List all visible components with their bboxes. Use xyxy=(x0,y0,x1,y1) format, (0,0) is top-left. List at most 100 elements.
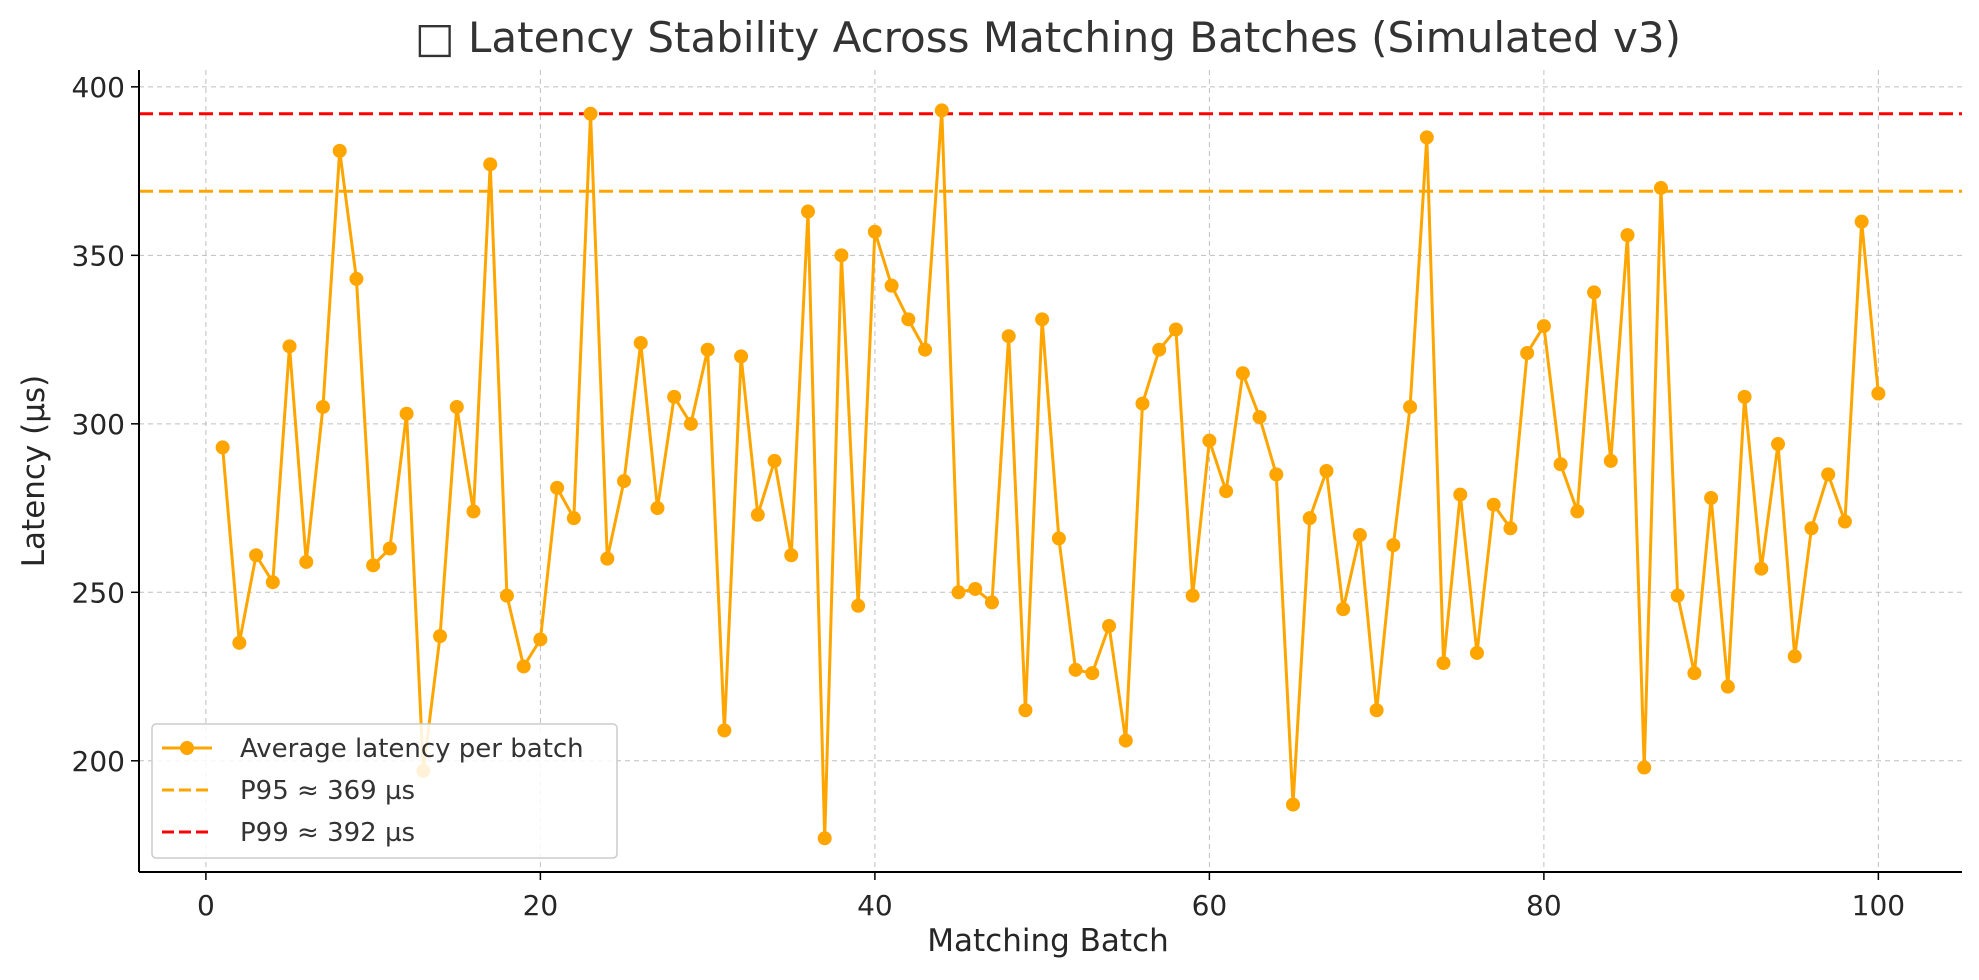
data-point xyxy=(1202,433,1217,448)
data-point xyxy=(633,335,648,350)
data-point xyxy=(700,342,715,357)
data-point xyxy=(1369,703,1384,718)
data-point xyxy=(1837,514,1852,529)
data-point xyxy=(951,585,966,600)
data-point xyxy=(249,548,264,563)
data-point xyxy=(1587,285,1602,300)
data-point xyxy=(984,595,999,610)
data-point xyxy=(566,511,581,526)
data-point xyxy=(1620,228,1635,243)
data-point xyxy=(1001,329,1016,344)
data-point xyxy=(382,541,397,556)
data-point xyxy=(767,453,782,468)
data-point xyxy=(1570,504,1585,519)
data-point xyxy=(1102,619,1117,634)
data-point xyxy=(1436,656,1451,671)
data-point xyxy=(1754,561,1769,576)
data-point xyxy=(466,504,481,519)
axes-layer xyxy=(138,70,1962,873)
chart-title: □ Latency Stability Across Matching Batc… xyxy=(415,13,1681,62)
x-tick-label: 0 xyxy=(197,889,215,922)
data-point xyxy=(918,342,933,357)
data-point xyxy=(332,143,347,158)
x-tick-label: 40 xyxy=(857,889,893,922)
data-point xyxy=(1319,464,1334,478)
data-point xyxy=(851,598,866,613)
data-point xyxy=(1118,733,1133,748)
data-point xyxy=(1286,797,1301,812)
data-point xyxy=(1653,180,1668,195)
data-point xyxy=(215,440,230,455)
data-point xyxy=(734,349,749,364)
data-point xyxy=(1035,312,1050,327)
data-point xyxy=(1018,703,1033,718)
data-point xyxy=(550,480,565,495)
data-point xyxy=(1871,386,1886,401)
x-tick-label: 60 xyxy=(1192,889,1228,922)
data-point xyxy=(650,501,665,516)
data-point xyxy=(750,507,765,522)
data-point xyxy=(366,558,381,573)
data-point xyxy=(617,474,632,489)
data-point xyxy=(1553,457,1568,472)
data-point xyxy=(399,406,414,421)
data-point xyxy=(901,312,916,327)
data-point xyxy=(1637,760,1652,775)
data-point xyxy=(1469,645,1484,660)
legend-marker xyxy=(180,741,194,755)
legend: Average latency per batch P95 ≈ 369 µs P99… xyxy=(151,723,618,859)
data-point xyxy=(433,629,448,644)
y-tick-label: 200 xyxy=(72,745,125,778)
data-point xyxy=(1051,531,1066,546)
legend-entry-label: P99 ≈ 392 µs xyxy=(240,818,415,848)
data-point xyxy=(884,278,899,293)
data-point xyxy=(483,157,498,172)
series-line xyxy=(221,108,1880,840)
data-point xyxy=(1403,399,1418,414)
data-point xyxy=(1503,521,1518,536)
data-point xyxy=(1804,521,1819,536)
data-point xyxy=(1603,453,1618,468)
data-point xyxy=(349,271,364,286)
legend-entry-label: P95 ≈ 369 µs xyxy=(240,776,415,806)
data-point xyxy=(265,575,280,590)
data-point xyxy=(867,224,882,239)
data-point xyxy=(968,581,983,596)
data-point xyxy=(232,635,247,650)
data-point xyxy=(1302,511,1317,526)
x-tick-label: 20 xyxy=(523,889,559,922)
data-point xyxy=(1085,666,1100,681)
data-point xyxy=(583,106,598,121)
x-axis-label: Matching Batch xyxy=(927,923,1169,959)
data-point xyxy=(1687,666,1702,681)
data-point xyxy=(299,554,314,569)
data-point xyxy=(315,399,330,414)
data-point xyxy=(499,588,514,603)
data-point xyxy=(1536,319,1551,334)
data-point xyxy=(1252,410,1267,425)
series-layer xyxy=(215,103,1886,846)
data-point xyxy=(1152,342,1167,357)
data-point xyxy=(1453,487,1468,502)
data-point xyxy=(600,551,615,566)
data-point xyxy=(1821,467,1836,482)
x-tick-label: 80 xyxy=(1526,889,1562,922)
data-point xyxy=(667,389,682,404)
data-point xyxy=(1486,497,1501,512)
data-point xyxy=(1185,588,1200,603)
ticks-layer: 0 20 40 60 80 100 200 250 300 350 400 xyxy=(72,71,1906,922)
data-point xyxy=(1737,389,1752,404)
legend-entry-label: Average latency per batch xyxy=(240,734,584,764)
data-point xyxy=(1386,538,1401,553)
y-tick-label: 250 xyxy=(72,576,125,609)
data-point xyxy=(1235,366,1250,381)
x-tick-label: 100 xyxy=(1852,889,1905,922)
data-point xyxy=(834,248,849,263)
data-point xyxy=(800,204,815,219)
data-point xyxy=(1168,322,1183,337)
data-point xyxy=(1854,214,1869,229)
data-point xyxy=(282,339,297,354)
data-point xyxy=(1135,396,1150,411)
